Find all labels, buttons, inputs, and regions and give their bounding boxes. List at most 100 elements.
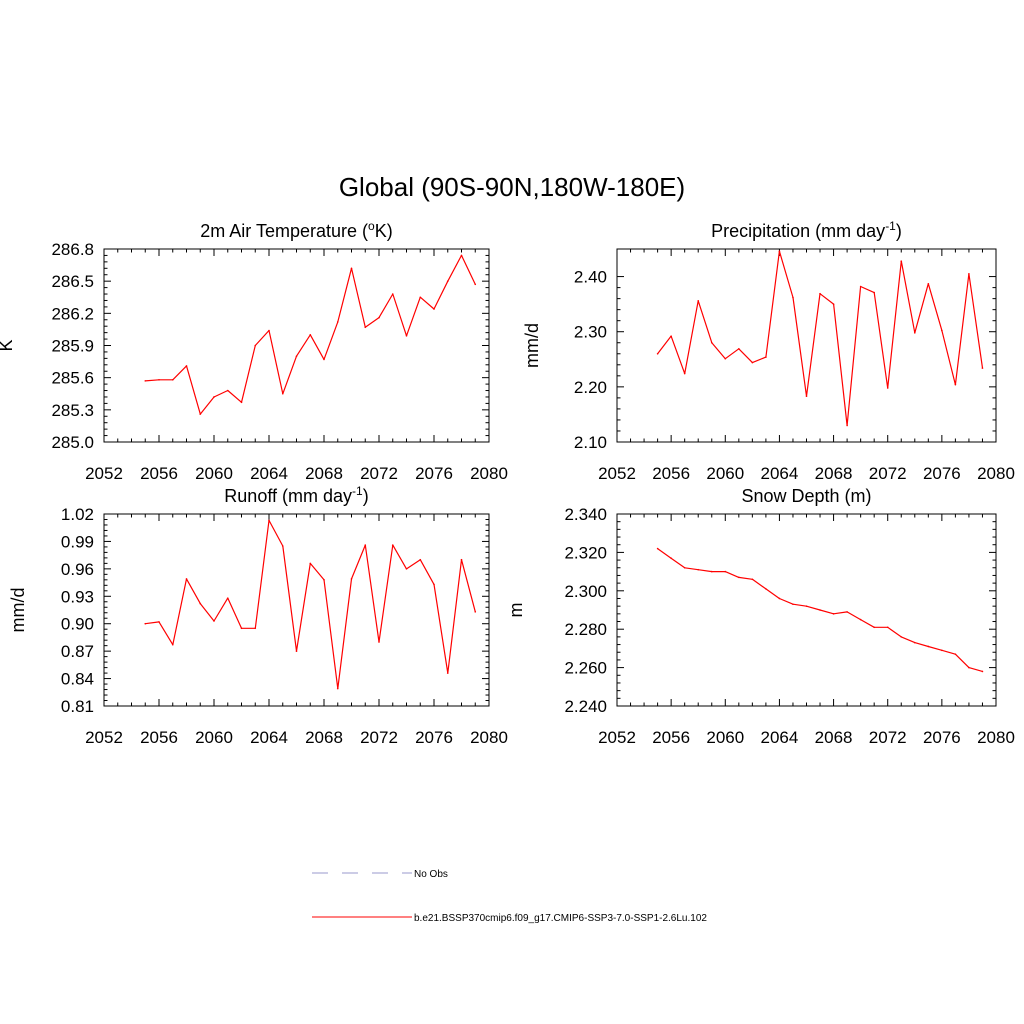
data-point <box>859 618 862 621</box>
data-point <box>254 627 257 630</box>
x-tick-label: 2076 <box>923 728 961 747</box>
data-point <box>254 344 257 347</box>
data-point <box>350 578 353 580</box>
data-point <box>405 568 408 570</box>
data-point <box>805 605 808 607</box>
y-tick-label: 2.40 <box>574 268 607 287</box>
data-point <box>886 626 889 629</box>
data-point <box>323 358 325 361</box>
data-point <box>364 326 367 329</box>
chart-panel-4: 2052 2056 2060 2064 2068 2072 2076 2080 2.240 2.2… <box>506 486 1015 747</box>
plot-frame <box>616 513 997 707</box>
x-tick-label: 2056 <box>140 464 178 483</box>
data-point <box>295 650 298 652</box>
data-point <box>751 578 754 581</box>
data-point <box>913 332 916 334</box>
data-point <box>724 357 727 360</box>
data-point <box>433 583 435 586</box>
legend: No Obs b.e21.BSSP370cmip6.f09_g17.CMIP6-… <box>312 869 707 924</box>
data-point <box>670 335 672 337</box>
data-point <box>792 296 794 299</box>
data-point <box>460 254 463 257</box>
data-point <box>213 396 215 398</box>
data-point <box>213 620 215 622</box>
data-point <box>846 611 848 613</box>
y-axis-label: mm/d <box>522 323 542 368</box>
x-tick-label: 2080 <box>470 728 508 747</box>
data-point <box>832 613 835 615</box>
data-point <box>981 367 984 369</box>
x-tick-label: 2052 <box>598 728 636 747</box>
data-point <box>405 335 408 337</box>
legend-run-label: b.e21.BSSP370cmip6.f09_g17.CMIP6-SSP3-7.… <box>414 913 707 924</box>
data-point <box>460 558 463 561</box>
y-tick-label: 2.280 <box>564 620 607 639</box>
data-point <box>309 562 312 565</box>
data-point <box>309 333 312 336</box>
data-point <box>900 636 903 638</box>
data-point <box>281 545 284 547</box>
data-point <box>656 352 659 355</box>
data-point <box>199 602 202 605</box>
x-tick-label: 2072 <box>869 464 907 483</box>
panel-title: Runoff (mm day-1) <box>224 484 368 506</box>
data-point <box>171 379 174 381</box>
x-tick-label: 2064 <box>250 464 288 483</box>
data-point <box>185 578 188 580</box>
chart-panel-1: 2052 2056 2060 2064 2068 2072 2076 2080 285.0 285… <box>0 219 508 483</box>
x-tick-label: 2080 <box>977 464 1015 483</box>
data-point <box>144 622 147 625</box>
data-point <box>336 687 339 690</box>
y-axis-label: mm/d <box>8 588 28 633</box>
y-tick-label: 285.6 <box>51 369 94 388</box>
data-point <box>240 401 243 404</box>
data-point <box>819 609 821 611</box>
y-tick-label: 285.3 <box>51 401 94 420</box>
data-point <box>378 316 380 319</box>
data-point <box>900 260 903 262</box>
data-point <box>683 566 686 569</box>
figure-title: Global (90S-90N,180W-180E) <box>339 172 685 202</box>
chart-panel-2: 2052 2056 2060 2064 2068 2072 2076 2080 2.10 2.20… <box>522 219 1015 483</box>
data-point <box>158 621 160 623</box>
data-point <box>446 672 449 674</box>
data-point <box>419 558 422 561</box>
data-point <box>144 380 147 382</box>
y-tick-label: 285.0 <box>51 433 94 452</box>
y-tick-label: 2.240 <box>564 697 607 716</box>
data-point <box>226 389 229 392</box>
data-point <box>968 666 970 669</box>
y-tick-label: 286.5 <box>51 272 94 291</box>
x-tick-label: 2076 <box>415 464 453 483</box>
y-tick-label: 2.20 <box>574 378 607 397</box>
x-tick-label: 2080 <box>977 728 1015 747</box>
x-tick-label: 2072 <box>360 464 398 483</box>
data-point <box>724 570 727 573</box>
series-line <box>145 519 476 690</box>
legend-no-obs-label: No Obs <box>414 869 448 880</box>
x-tick-label: 2060 <box>706 464 744 483</box>
data-point <box>391 544 394 546</box>
data-point <box>778 597 781 600</box>
data-point <box>697 568 700 571</box>
data-point <box>954 653 957 655</box>
x-tick-label: 2068 <box>305 728 343 747</box>
y-tick-label: 0.84 <box>61 670 94 689</box>
data-point <box>323 579 325 581</box>
x-tick-label: 2052 <box>598 464 636 483</box>
data-point <box>927 645 930 648</box>
data-point <box>670 557 672 559</box>
y-tick-label: 2.320 <box>564 543 607 562</box>
x-tick-label: 2064 <box>761 728 799 747</box>
data-point <box>281 392 284 395</box>
data-point <box>226 597 229 599</box>
y-axis-label: m <box>506 603 526 618</box>
data-point <box>792 603 794 606</box>
data-point <box>419 296 422 299</box>
x-tick-label: 2060 <box>706 728 744 747</box>
panel-title: Precipitation (mm day-1) <box>711 219 902 241</box>
data-point <box>819 292 821 295</box>
data-point <box>832 303 835 305</box>
x-tick-label: 2064 <box>250 728 288 747</box>
chart-panel-3: 2052 2056 2060 2064 2068 2072 2076 2080 0.81 0.84… <box>8 484 508 747</box>
